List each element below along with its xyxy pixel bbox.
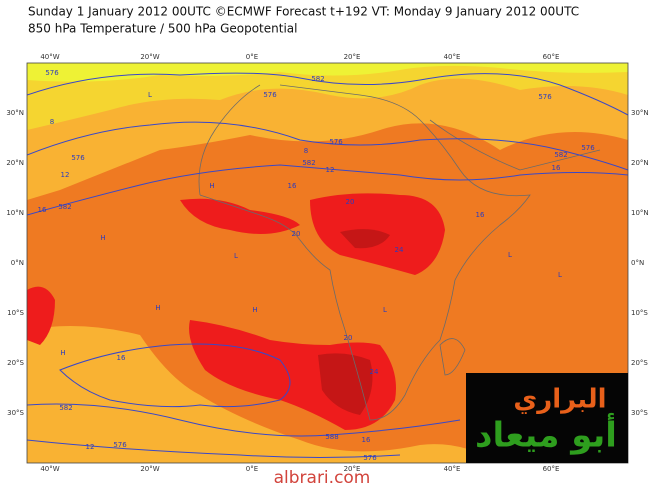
left-axis-label: 20°S <box>7 359 24 367</box>
left-axis-label: 20°N <box>6 159 24 167</box>
contour-label: 576 <box>263 91 277 99</box>
contour-label: 12 <box>86 443 95 451</box>
top-axis-label: 60°E <box>543 53 560 61</box>
contour-label: 576 <box>538 93 552 101</box>
contour-label: H <box>252 306 257 314</box>
right-axis-label: 20°S <box>631 359 648 367</box>
contour-label: 24 <box>395 246 404 254</box>
contour-label: H <box>155 304 160 312</box>
contour-label: 582 <box>311 75 324 83</box>
map-frame <box>26 62 629 464</box>
contour-label: H <box>100 234 105 242</box>
contour-label: H <box>209 182 214 190</box>
contour-label: L <box>558 271 562 279</box>
title: Sunday 1 January 2012 00UTC ©ECMWF Forec… <box>28 5 579 19</box>
left-axis-label: 30°N <box>6 109 24 117</box>
bottom-axis-label: 0°E <box>246 465 258 473</box>
left-axis-label: 0°N <box>11 259 24 267</box>
contour-label: 16 <box>362 436 371 444</box>
contour-label: 20 <box>292 230 301 238</box>
bottom-axis-label: 60°E <box>543 465 560 473</box>
contour-label: H <box>60 349 65 357</box>
map-field <box>27 63 628 463</box>
bottom-axis-label: 40°W <box>40 465 59 473</box>
contour-label: 8 <box>50 118 54 126</box>
logo-box <box>466 373 628 463</box>
left-axis-label: 10°N <box>6 209 24 217</box>
top-axis-label: 20°W <box>140 53 159 61</box>
left-axis-label: 10°S <box>7 309 24 317</box>
contour-label: 582 <box>58 203 71 211</box>
contour-label: 12 <box>61 171 70 179</box>
bottom-axis-label: 40°E <box>444 465 461 473</box>
contour-label: 16 <box>552 164 561 172</box>
logo-line1: البراري <box>513 385 606 415</box>
contour-label: 20 <box>344 334 353 342</box>
right-axis-label: 30°N <box>631 109 649 117</box>
contour-label: 16 <box>117 354 126 362</box>
bottom-axis-label: 20°W <box>140 465 159 473</box>
contour-label: L <box>234 252 238 260</box>
contour-label: 12 <box>326 166 335 174</box>
top-axis-label: 40°W <box>40 53 59 61</box>
watermark: albrari.com <box>274 468 371 485</box>
top-axis-label: 40°E <box>444 53 461 61</box>
contour-label: 576 <box>45 69 59 77</box>
contour-label: L <box>383 306 387 314</box>
contour-label: 8 <box>304 147 308 155</box>
contour-label: 16 <box>476 211 485 219</box>
contour-label: 20 <box>346 198 355 206</box>
contour-label: L <box>148 91 152 99</box>
contour-label: 576 <box>113 441 127 449</box>
right-axis-label: 30°S <box>631 409 648 417</box>
top-axis-label: 0°E <box>246 53 258 61</box>
top-axis-label: 20°E <box>344 53 361 61</box>
contour-label: 576 <box>363 454 377 462</box>
contour-label: 24 <box>370 368 379 376</box>
right-axis-label: 10°S <box>631 309 648 317</box>
contour-label: 582 <box>302 159 315 167</box>
contour-label: 582 <box>554 151 567 159</box>
contour-label: 16 <box>288 182 297 190</box>
subtitle: 850 hPa Temperature / 500 hPa Geopotenti… <box>28 22 297 36</box>
right-axis-label: 10°N <box>631 209 649 217</box>
contour-label: 582 <box>59 404 72 412</box>
contour-label: 576 <box>71 154 85 162</box>
contour-label: 588 <box>325 433 338 441</box>
bottom-axis-label: 20°E <box>344 465 361 473</box>
right-axis-label: 20°N <box>631 159 649 167</box>
contour-label: 16 <box>38 206 47 214</box>
logo-line2: أبو ميعاد <box>475 413 617 456</box>
contour-label: 576 <box>581 144 595 152</box>
contour-label: 576 <box>329 138 343 146</box>
right-axis-label: 0°N <box>631 259 644 267</box>
contour-label: L <box>508 251 512 259</box>
left-axis-label: 30°S <box>7 409 24 417</box>
